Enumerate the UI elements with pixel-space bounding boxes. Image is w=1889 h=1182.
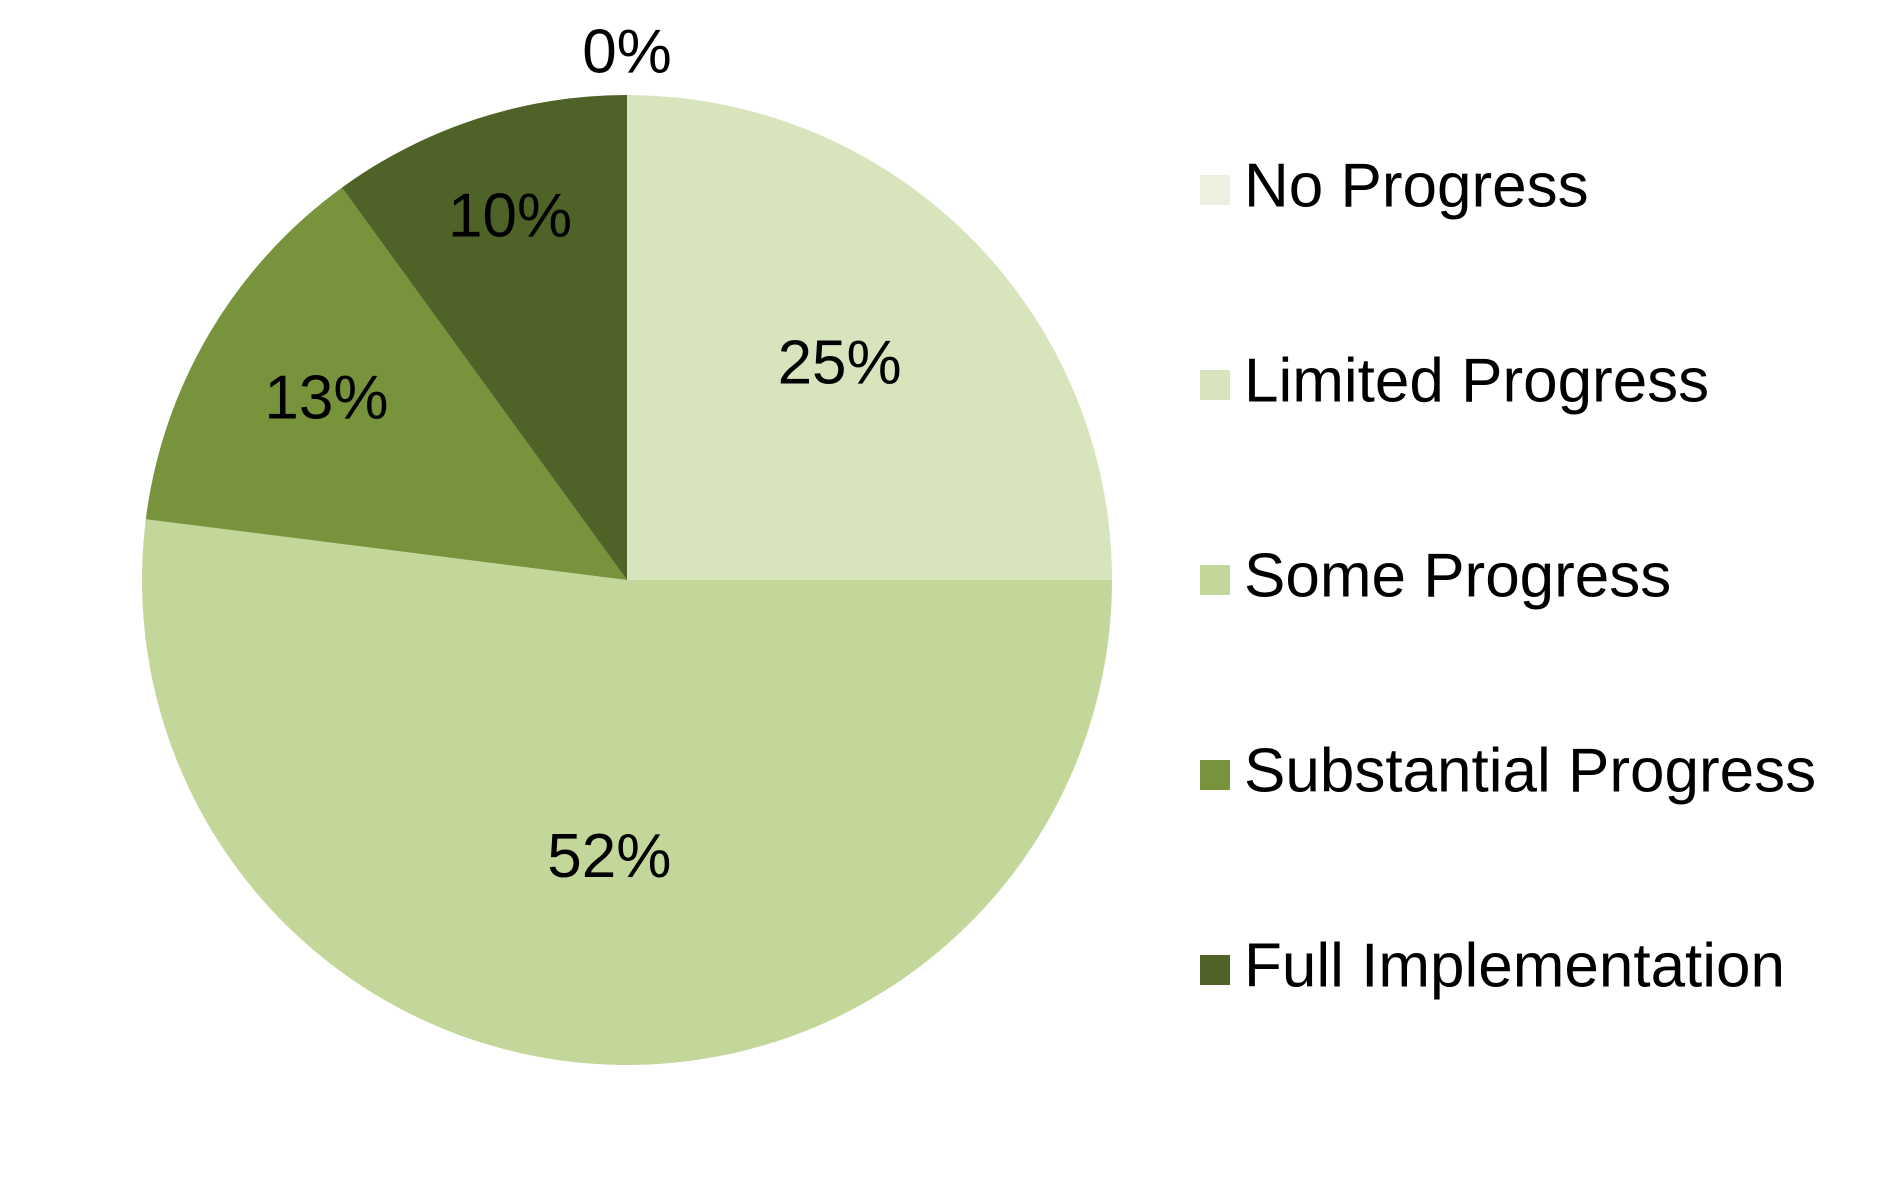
legend-label: Substantial Progress xyxy=(1244,736,1816,805)
legend-swatch xyxy=(1200,760,1230,790)
data-label-substantial-progress: 13% xyxy=(264,364,388,433)
pie-slice-substantial-progress xyxy=(145,187,627,580)
pie-slice-full-implementation xyxy=(341,95,627,580)
legend-swatch xyxy=(1200,175,1230,205)
legend-item-limited-progress: Limited Progress xyxy=(1200,346,1709,415)
legend-label: Limited Progress xyxy=(1244,346,1709,415)
data-label-limited-progress: 25% xyxy=(778,329,902,398)
legend-item-full-implementation: Full Implementation xyxy=(1200,931,1785,1000)
legend-label: No Progress xyxy=(1244,151,1589,220)
pie-slice-some-progress xyxy=(142,519,1112,1065)
legend-label: Full Implementation xyxy=(1244,931,1785,1000)
legend-swatch xyxy=(1200,955,1230,985)
pie-slices xyxy=(142,95,1112,1065)
legend-item-no-progress: No Progress xyxy=(1200,151,1589,220)
data-label-no-progress: 0% xyxy=(582,18,672,87)
chart-legend: No Progress Limited Progress Some Progress… xyxy=(1200,151,1816,1000)
legend-label: Some Progress xyxy=(1244,541,1671,610)
legend-swatch xyxy=(1200,370,1230,400)
legend-swatch xyxy=(1200,565,1230,595)
data-label-full-implementation: 10% xyxy=(448,182,572,251)
pie-slice-limited-progress xyxy=(627,95,1112,580)
data-label-some-progress: 52% xyxy=(547,822,671,891)
legend-item-some-progress: Some Progress xyxy=(1200,541,1671,610)
pie-data-labels: 0% 25% 52% 13% 10% xyxy=(264,18,901,892)
legend-item-substantial-progress: Substantial Progress xyxy=(1200,736,1816,805)
